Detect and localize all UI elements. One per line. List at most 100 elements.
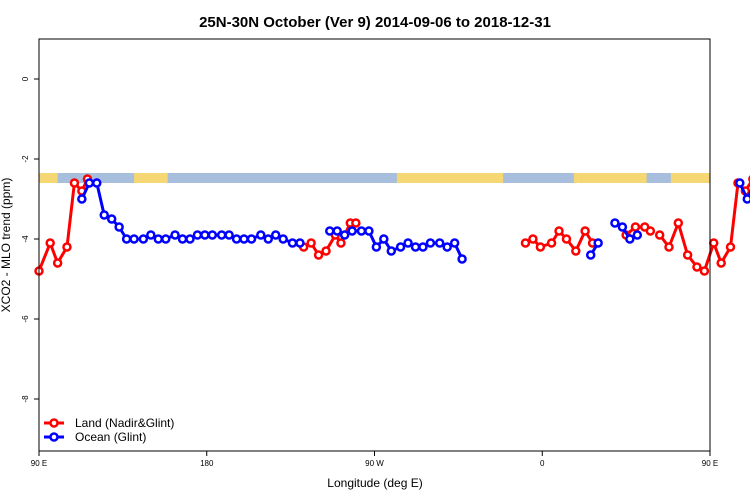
map-strip-land-5 bbox=[670, 173, 710, 183]
series-0-point-30 bbox=[645, 226, 656, 236]
map-strip-land-1 bbox=[134, 173, 168, 183]
series-1-point-58 bbox=[742, 194, 750, 204]
series-1-point-26 bbox=[278, 234, 288, 244]
legend-marker-land bbox=[49, 418, 59, 428]
x-axis: 90 E 180 90 W 0 90 E bbox=[31, 451, 718, 468]
series-0-point-3 bbox=[62, 242, 72, 252]
x-tick-label-2: 90 W bbox=[365, 459, 384, 468]
map-strip-land-3 bbox=[573, 173, 582, 183]
series-1-point-23 bbox=[256, 230, 266, 240]
series-1-point-41 bbox=[410, 242, 421, 252]
series-1-point-54 bbox=[625, 234, 635, 244]
series-1-point-55 bbox=[632, 230, 643, 240]
series-1-point-17 bbox=[207, 230, 218, 240]
series-1-point-31 bbox=[332, 226, 342, 236]
series-1-point-10 bbox=[153, 234, 164, 244]
series-1-point-52 bbox=[610, 218, 620, 228]
legend-label-land: Land (Nadir&Glint) bbox=[75, 416, 174, 430]
map-strip-land-0 bbox=[39, 173, 58, 183]
x-tick-label-0: 90 E bbox=[31, 459, 47, 468]
series-1-point-38 bbox=[386, 246, 397, 256]
series-0-point-36 bbox=[692, 262, 702, 272]
series-0-point-32 bbox=[654, 230, 665, 240]
series-0-point-4 bbox=[69, 178, 80, 188]
series-layer bbox=[34, 174, 750, 276]
series-1-point-12 bbox=[170, 230, 180, 240]
series-0-point-38 bbox=[708, 238, 719, 248]
series-0-point-10 bbox=[313, 250, 324, 260]
series-1-point-28 bbox=[295, 238, 305, 248]
series-1-line-0 bbox=[80, 181, 300, 245]
map-strip-ocean bbox=[39, 173, 710, 183]
series-0-point-13 bbox=[336, 238, 346, 248]
series-0-point-20 bbox=[546, 238, 557, 248]
map-strip bbox=[39, 173, 710, 183]
legend: Land (Nadir&Glint) Ocean (Glint) bbox=[44, 416, 174, 444]
series-0-point-17 bbox=[520, 238, 531, 248]
x-tick-label-3: 0 bbox=[540, 459, 545, 468]
series-1-point-4 bbox=[106, 214, 117, 224]
y-axis: 0 -2 -4 -6 -8 bbox=[21, 76, 39, 403]
series-1-point-27 bbox=[287, 238, 298, 248]
series-1 bbox=[77, 178, 750, 264]
series-1-point-50 bbox=[593, 238, 603, 248]
series-1-point-39 bbox=[395, 242, 406, 252]
series-0-point-39 bbox=[716, 258, 726, 268]
series-1-point-13 bbox=[177, 234, 188, 244]
series-1-point-8 bbox=[138, 234, 149, 244]
series-1-point-7 bbox=[129, 234, 139, 244]
series-1-point-45 bbox=[442, 242, 452, 252]
series-0-point-24 bbox=[580, 226, 590, 236]
series-0 bbox=[34, 174, 750, 276]
series-0-point-21 bbox=[554, 226, 564, 236]
series-1-point-3 bbox=[99, 210, 109, 220]
x-tick-label-4: 90 E bbox=[702, 459, 718, 468]
series-1-point-1 bbox=[84, 178, 95, 188]
y-tick-label-3: -6 bbox=[21, 315, 30, 323]
series-1-point-57 bbox=[735, 178, 745, 188]
series-1-point-6 bbox=[121, 234, 132, 244]
series-0-point-28 bbox=[630, 222, 641, 232]
series-1-point-37 bbox=[379, 234, 389, 244]
series-1-point-43 bbox=[425, 238, 436, 248]
series-1-point-20 bbox=[231, 234, 242, 244]
map-strip-land-2 bbox=[396, 173, 504, 183]
legend-label-ocean: Ocean (Glint) bbox=[75, 430, 146, 444]
series-1-point-16 bbox=[200, 230, 210, 240]
series-1-point-49 bbox=[585, 250, 596, 260]
series-1-point-32 bbox=[339, 230, 350, 240]
series-1-point-36 bbox=[371, 242, 382, 252]
x-tick-label-1: 180 bbox=[200, 459, 214, 468]
series-1-point-25 bbox=[270, 230, 281, 240]
series-0-point-35 bbox=[682, 250, 693, 260]
series-0-point-22 bbox=[561, 234, 572, 244]
series-1-point-47 bbox=[457, 254, 467, 264]
y-tick-label-1: -2 bbox=[21, 155, 30, 163]
series-1-point-40 bbox=[403, 238, 413, 248]
series-1-point-24 bbox=[263, 234, 274, 244]
map-strip-land-4 bbox=[581, 173, 647, 183]
series-0-point-18 bbox=[528, 234, 538, 244]
series-0-point-34 bbox=[673, 218, 684, 228]
series-1-point-5 bbox=[114, 222, 124, 232]
series-1-point-21 bbox=[239, 234, 249, 244]
series-0-point-9 bbox=[306, 238, 316, 248]
y-tick-label-0: 0 bbox=[21, 76, 30, 81]
series-0-point-37 bbox=[699, 266, 710, 276]
series-0-point-1 bbox=[45, 238, 55, 248]
series-0-point-19 bbox=[535, 242, 546, 252]
series-0-point-2 bbox=[52, 258, 63, 268]
y-tick-label-4: -8 bbox=[21, 395, 30, 403]
y-axis-label: XCO2 - MLO trend (ppm) bbox=[0, 178, 13, 313]
chart-title: 25N-30N October (Ver 9) 2014-09-06 to 20… bbox=[199, 14, 551, 31]
series-1-point-2 bbox=[92, 178, 102, 188]
series-1-point-11 bbox=[160, 234, 171, 244]
x-axis-label: Longitude (deg E) bbox=[327, 476, 422, 490]
series-1-point-15 bbox=[192, 230, 203, 240]
series-1-point-30 bbox=[325, 226, 335, 236]
series-0-line-4 bbox=[658, 180, 750, 273]
series-0-point-40 bbox=[725, 242, 736, 252]
series-1-point-46 bbox=[449, 238, 460, 248]
series-1-point-42 bbox=[418, 242, 428, 252]
